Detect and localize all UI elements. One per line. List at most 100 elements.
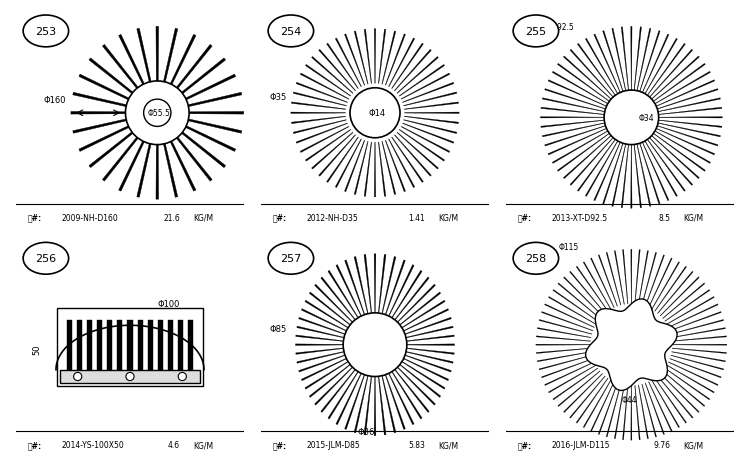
Polygon shape [602, 144, 623, 205]
Polygon shape [642, 253, 657, 306]
Text: 料#:: 料#: [273, 440, 286, 449]
Polygon shape [386, 260, 405, 315]
Text: KG/M: KG/M [439, 213, 459, 222]
Polygon shape [621, 145, 628, 208]
Polygon shape [667, 297, 714, 325]
Polygon shape [655, 267, 686, 312]
Polygon shape [314, 367, 352, 406]
Text: 1.41: 1.41 [408, 213, 425, 222]
Polygon shape [406, 344, 454, 346]
Polygon shape [378, 30, 386, 84]
Polygon shape [309, 364, 350, 398]
Polygon shape [298, 318, 345, 335]
Polygon shape [392, 271, 422, 318]
Polygon shape [658, 99, 721, 113]
Polygon shape [345, 260, 364, 315]
Polygon shape [542, 124, 604, 138]
Circle shape [144, 100, 171, 127]
Polygon shape [302, 358, 346, 381]
Polygon shape [309, 292, 350, 325]
Polygon shape [382, 142, 396, 195]
Polygon shape [557, 64, 610, 102]
Polygon shape [662, 283, 705, 319]
Polygon shape [394, 277, 429, 320]
Polygon shape [658, 108, 722, 115]
Polygon shape [548, 297, 596, 325]
Polygon shape [668, 304, 718, 328]
Polygon shape [397, 57, 439, 94]
Text: 2013-XT-D92.5: 2013-XT-D92.5 [552, 213, 608, 222]
Polygon shape [394, 50, 431, 92]
Polygon shape [311, 133, 353, 170]
Polygon shape [118, 35, 144, 85]
Polygon shape [576, 378, 608, 423]
Text: 21.6: 21.6 [164, 213, 180, 222]
Polygon shape [300, 127, 349, 153]
Polygon shape [634, 28, 641, 91]
Polygon shape [335, 139, 362, 188]
Polygon shape [164, 29, 178, 83]
Bar [59, 370, 200, 383]
Polygon shape [536, 344, 590, 345]
Polygon shape [541, 108, 604, 115]
Polygon shape [672, 348, 727, 354]
Polygon shape [305, 65, 351, 97]
Polygon shape [382, 376, 396, 433]
Polygon shape [655, 378, 686, 423]
Polygon shape [403, 83, 454, 103]
Polygon shape [374, 377, 376, 436]
Polygon shape [631, 145, 632, 209]
Polygon shape [548, 129, 607, 156]
Polygon shape [354, 376, 368, 433]
Ellipse shape [268, 243, 314, 275]
Polygon shape [645, 39, 677, 94]
Polygon shape [297, 352, 344, 363]
Polygon shape [156, 145, 158, 200]
Text: 255: 255 [525, 27, 547, 37]
Polygon shape [645, 383, 664, 435]
Polygon shape [354, 32, 368, 85]
Polygon shape [400, 292, 441, 325]
Circle shape [74, 373, 82, 381]
Polygon shape [634, 250, 640, 304]
Polygon shape [537, 352, 591, 362]
Polygon shape [378, 376, 386, 435]
Bar [77, 320, 82, 370]
Polygon shape [392, 372, 422, 419]
Polygon shape [344, 35, 364, 86]
Polygon shape [585, 39, 618, 94]
Polygon shape [302, 309, 346, 332]
Polygon shape [404, 358, 448, 381]
Polygon shape [354, 142, 368, 195]
Polygon shape [378, 255, 386, 313]
Polygon shape [296, 124, 347, 144]
Polygon shape [170, 142, 196, 192]
Polygon shape [594, 35, 620, 93]
Polygon shape [584, 262, 611, 310]
Text: 2015-JLM-D85: 2015-JLM-D85 [307, 440, 361, 449]
Polygon shape [570, 50, 614, 98]
Polygon shape [598, 255, 617, 307]
Bar [98, 320, 102, 370]
Polygon shape [634, 145, 641, 208]
Polygon shape [631, 386, 632, 440]
Polygon shape [402, 362, 445, 389]
Polygon shape [664, 368, 710, 400]
Polygon shape [536, 336, 590, 342]
Polygon shape [79, 126, 129, 152]
Polygon shape [553, 368, 598, 400]
Bar [107, 320, 112, 370]
Text: Φ160: Φ160 [44, 95, 66, 105]
Polygon shape [328, 271, 358, 318]
Polygon shape [170, 35, 196, 85]
Polygon shape [400, 364, 441, 398]
Polygon shape [378, 143, 386, 197]
Bar [168, 320, 172, 370]
Polygon shape [640, 144, 660, 205]
Polygon shape [544, 126, 605, 147]
Polygon shape [336, 374, 362, 425]
Polygon shape [319, 135, 356, 177]
Polygon shape [388, 374, 414, 425]
Polygon shape [650, 138, 693, 186]
Polygon shape [631, 250, 632, 304]
